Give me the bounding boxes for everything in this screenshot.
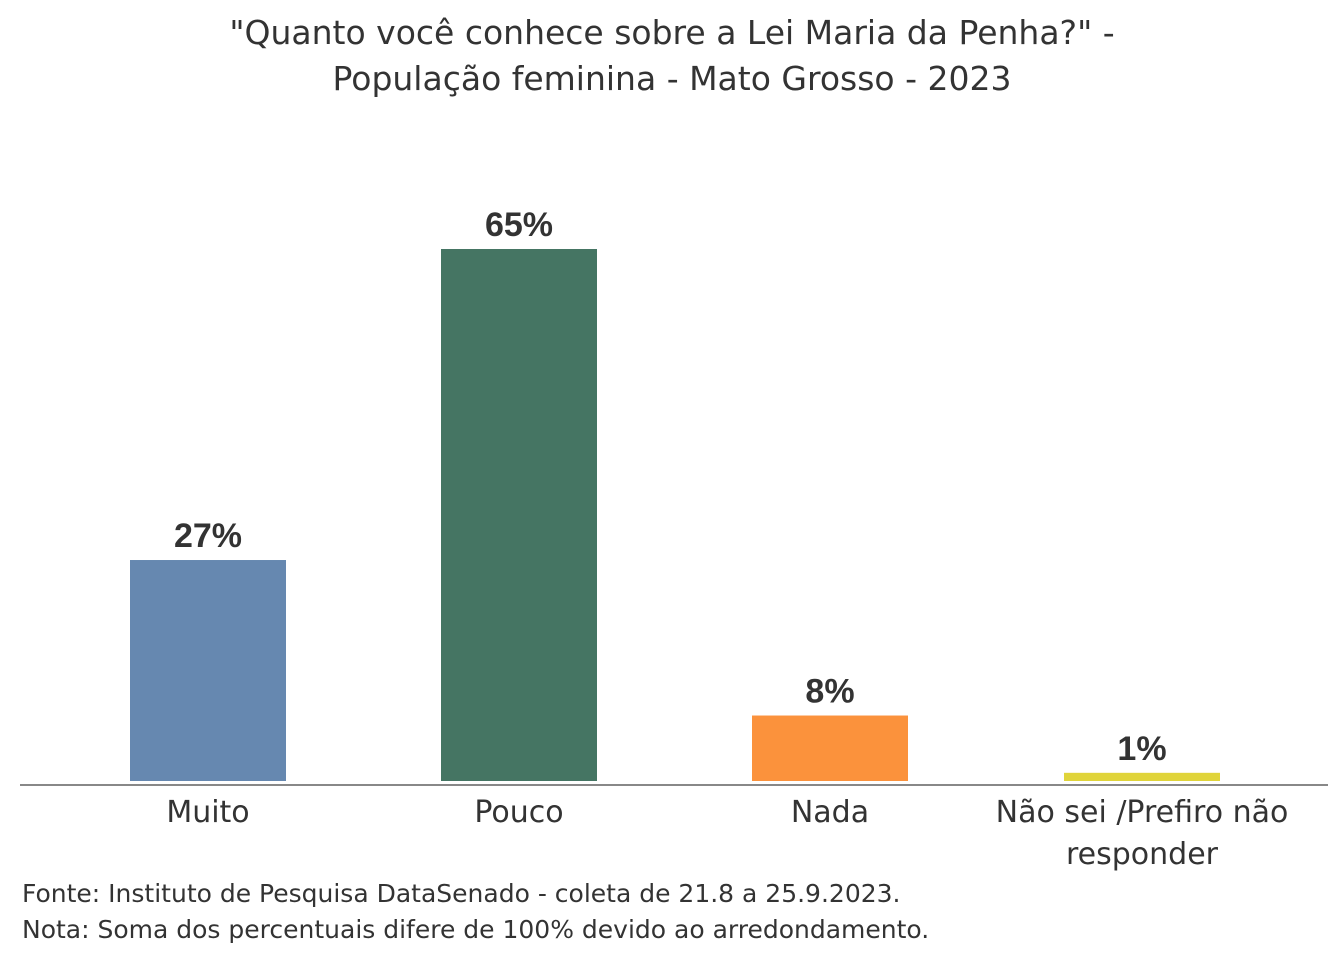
bar-0 bbox=[130, 560, 286, 781]
labels-layer: 27% Muito 65% Pouco 8% Nada 1% Não sei /Prefiro… bbox=[166, 206, 1288, 872]
chart-footer: Fonte: Instituto de Pesquisa DataSenado … bbox=[22, 876, 929, 948]
value-label-1: 65% bbox=[485, 206, 553, 244]
source-note: Fonte: Instituto de Pesquisa DataSenado … bbox=[22, 879, 901, 908]
value-label-0: 27% bbox=[174, 517, 242, 555]
category-label-2: Nada bbox=[791, 795, 869, 830]
category-label-1: Pouco bbox=[474, 795, 563, 830]
category-label-3-line-0: Não sei /Prefiro não bbox=[996, 795, 1289, 830]
bar-3 bbox=[1064, 772, 1220, 781]
value-label-3: 1% bbox=[1117, 730, 1166, 768]
category-label-0: Muito bbox=[166, 795, 249, 830]
chart-title-line-1: "Quanto você conhece sobre a Lei Maria d… bbox=[229, 13, 1115, 52]
category-label-3-line-1: responder bbox=[1066, 837, 1219, 872]
bar-1 bbox=[441, 249, 597, 781]
chart-title: "Quanto você conhece sobre a Lei Maria d… bbox=[0, 10, 1344, 102]
chart-title-line-2: População feminina - Mato Grosso - 2023 bbox=[332, 59, 1012, 98]
bars-layer bbox=[130, 249, 1220, 781]
bar-2 bbox=[752, 715, 908, 781]
rounding-note: Nota: Soma dos percentuais difere de 100… bbox=[22, 915, 930, 944]
value-label-2: 8% bbox=[805, 673, 854, 711]
